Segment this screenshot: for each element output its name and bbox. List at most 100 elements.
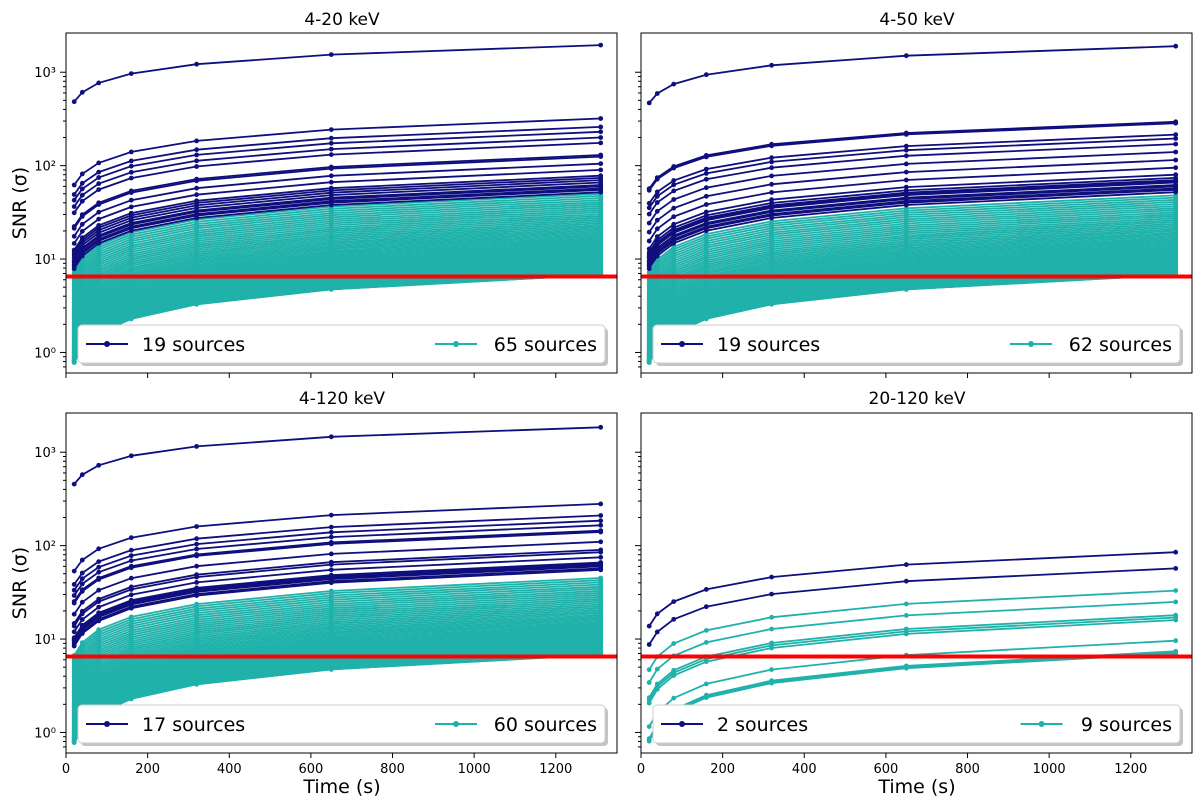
faint-source-point bbox=[646, 738, 652, 744]
bright-source-point bbox=[671, 178, 677, 183]
bright-source-point bbox=[79, 253, 85, 259]
bright-source-point bbox=[79, 581, 85, 587]
legend-bright-marker bbox=[679, 721, 685, 727]
bright-source-point bbox=[671, 221, 677, 227]
bright-source-point bbox=[671, 214, 677, 220]
legend-box bbox=[652, 704, 1181, 744]
x-tick-label: 0 bbox=[62, 762, 70, 777]
bright-source-point bbox=[96, 175, 102, 180]
panel-4-120-kev: 4-120 keV 0 200 400 600 800 1000 1200 10⁰ 10¹ 10²… bbox=[34, 389, 618, 777]
faint-source-point bbox=[79, 640, 85, 645]
bright-source-point bbox=[671, 165, 677, 171]
bright-source-point bbox=[654, 189, 660, 195]
bright-source-point bbox=[194, 546, 200, 552]
bright-source-point bbox=[671, 182, 677, 188]
faint-source-point bbox=[903, 665, 909, 671]
bright-source-point bbox=[194, 553, 200, 559]
bright-source-point bbox=[328, 152, 334, 158]
bright-source-point bbox=[96, 80, 102, 86]
bright-source-point bbox=[328, 173, 334, 179]
legend-faint-marker bbox=[1028, 341, 1034, 347]
bright-source-point bbox=[598, 42, 604, 48]
y-tick-label: 10⁰ bbox=[34, 346, 56, 361]
x-axis-label-left: Time (s) bbox=[302, 776, 380, 798]
bright-source-point bbox=[671, 81, 677, 87]
faint-source-point bbox=[671, 673, 677, 678]
bright-source-point bbox=[903, 177, 909, 183]
bright-source-point bbox=[71, 587, 77, 593]
bright-source-point bbox=[903, 202, 909, 208]
faint-source-point bbox=[671, 695, 677, 701]
bright-source-point bbox=[79, 617, 85, 622]
bright-source-point bbox=[654, 611, 660, 617]
bright-source-point bbox=[598, 140, 604, 146]
bright-source-point bbox=[598, 513, 604, 518]
panel-title: 4-50 keV bbox=[879, 10, 955, 30]
y-tick-label: 10⁰ bbox=[34, 726, 56, 741]
x-tick-label: 1000 bbox=[458, 762, 491, 777]
x-tick-label: 600 bbox=[873, 762, 898, 777]
bright-source-point bbox=[671, 599, 677, 604]
bright-source-point bbox=[71, 582, 77, 587]
faint-source-point bbox=[769, 680, 774, 686]
legend-bright-label: 17 sources bbox=[142, 714, 245, 736]
bright-source-point bbox=[654, 217, 660, 223]
faint-source-point bbox=[769, 626, 774, 632]
bright-source-point bbox=[96, 169, 102, 175]
faint-source-point bbox=[1173, 617, 1179, 623]
bright-source-point bbox=[598, 549, 604, 555]
faint-source-point bbox=[96, 627, 102, 633]
faint-source-point bbox=[1173, 599, 1179, 605]
legend-bright-marker bbox=[104, 721, 110, 727]
bright-source-point bbox=[128, 553, 134, 558]
bright-source-point bbox=[654, 91, 660, 96]
bright-source-point bbox=[79, 588, 85, 594]
bright-source-point bbox=[703, 587, 709, 592]
bright-source-point bbox=[1173, 157, 1179, 163]
legend-faint-label: 62 sources bbox=[1069, 334, 1172, 356]
bright-source-point bbox=[646, 211, 652, 217]
panel-4-50-kev: 4-50 keV 19 sources 62 sources bbox=[635, 10, 1193, 378]
legend-faint-marker bbox=[1038, 721, 1045, 727]
faint-source-point bbox=[1173, 588, 1179, 593]
bright-source-point bbox=[79, 214, 85, 219]
bright-source-point bbox=[96, 209, 102, 215]
bright-source-point bbox=[194, 444, 200, 449]
faint-source-point bbox=[703, 681, 709, 687]
x-tick-label: 800 bbox=[955, 762, 980, 777]
bright-source-point bbox=[598, 167, 604, 173]
axes-frame bbox=[640, 412, 1193, 754]
bright-source-point bbox=[598, 116, 604, 121]
bright-source-point bbox=[128, 605, 134, 611]
bright-source-point bbox=[96, 604, 102, 610]
faint-source-point bbox=[769, 667, 774, 672]
faint-source-point bbox=[598, 575, 604, 581]
bright-source-point bbox=[646, 623, 652, 629]
bright-source-point bbox=[79, 557, 85, 563]
bright-source-point bbox=[79, 171, 85, 177]
panel-title: 20-120 keV bbox=[869, 389, 966, 409]
bright-source-point bbox=[703, 604, 709, 610]
bright-source-point bbox=[769, 143, 774, 149]
faint-source-point bbox=[769, 219, 774, 224]
legend-faint-marker bbox=[453, 341, 459, 347]
legend-bright-label: 19 sources bbox=[717, 334, 820, 356]
bright-source-point bbox=[654, 208, 660, 214]
bright-source-point bbox=[71, 593, 77, 598]
bright-source-point bbox=[96, 240, 102, 246]
bright-source-point bbox=[671, 197, 677, 202]
y-tick-label: 10² bbox=[34, 540, 56, 555]
bright-source-point bbox=[96, 577, 102, 582]
bright-source-point bbox=[1173, 165, 1179, 171]
bright-source-point bbox=[654, 629, 660, 635]
bright-source-point bbox=[328, 135, 334, 141]
bright-source-point bbox=[71, 629, 77, 635]
bright-source-point bbox=[903, 132, 909, 137]
legend-bright-marker bbox=[679, 341, 685, 347]
bright-source-point bbox=[79, 192, 85, 198]
bright-source-point bbox=[194, 61, 200, 67]
faint-source-point bbox=[903, 601, 909, 607]
bright-source-point bbox=[71, 99, 77, 105]
bright-source-point bbox=[79, 228, 85, 234]
